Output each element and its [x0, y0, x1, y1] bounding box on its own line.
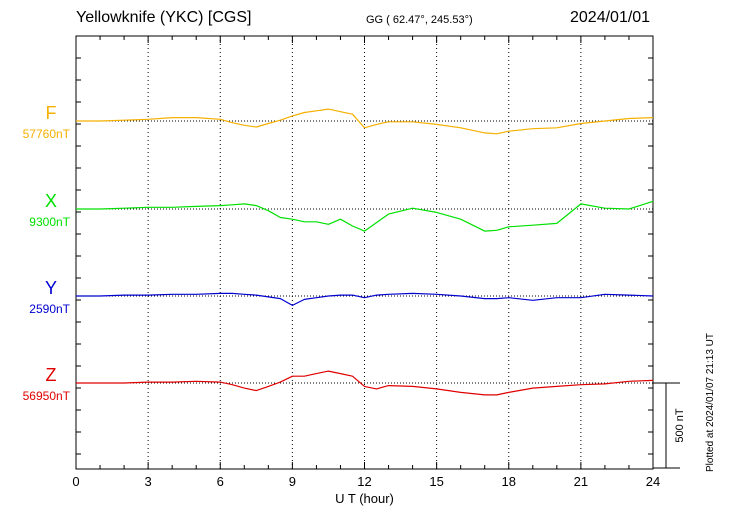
plot-date: 2024/01/01	[570, 9, 651, 26]
component-label-z: Z	[46, 365, 57, 385]
baseline-value-y: 2590nT	[29, 302, 70, 316]
baseline-value-x: 9300nT	[29, 215, 70, 229]
series-line-x	[76, 200, 654, 232]
x-tick-label: 0	[72, 474, 79, 489]
station-title: Yellowknife (YKC) [CGS]	[76, 9, 252, 26]
series-line-y	[76, 292, 654, 306]
x-axis-label: U T (hour)	[335, 491, 394, 506]
x-tick-label: 6	[217, 474, 224, 489]
component-label-y: Y	[45, 278, 57, 298]
x-tick-label: 12	[357, 474, 371, 489]
x-tick-label: 21	[574, 474, 588, 489]
component-label-f: F	[46, 103, 57, 123]
x-tick-label: 18	[502, 474, 516, 489]
baseline-value-z: 56950nT	[23, 389, 71, 403]
x-tick-label: 15	[429, 474, 443, 489]
x-tick-label: 3	[145, 474, 152, 489]
x-tick-label: 9	[289, 474, 296, 489]
scale-bar-label: 500 nT	[674, 408, 686, 443]
baseline-value-f: 57760nT	[23, 127, 71, 141]
component-label-x: X	[45, 191, 57, 211]
geographic-coordinates: GG ( 62.47°, 245.53°)	[366, 14, 473, 26]
series-line-z	[76, 370, 654, 396]
x-tick-label: 24	[646, 474, 660, 489]
series-line-f	[76, 108, 654, 135]
